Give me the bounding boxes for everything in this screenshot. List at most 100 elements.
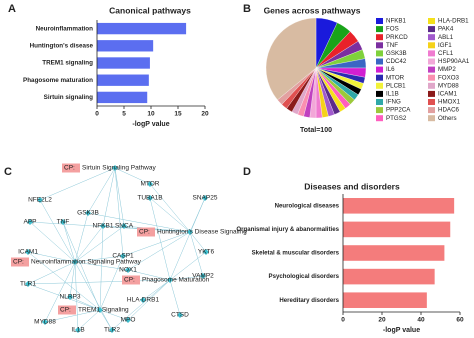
legend-label: IGF1	[438, 42, 452, 49]
network-edge	[29, 221, 191, 233]
node-label: CTSD	[171, 312, 189, 319]
node-marker	[37, 197, 43, 203]
legend-swatch	[376, 58, 383, 65]
cp-box	[62, 163, 80, 173]
network-edge	[87, 167, 116, 214]
legend-swatch	[428, 107, 435, 114]
legend-swatch	[428, 99, 435, 105]
network-edge	[99, 225, 104, 311]
x-tick-label: 20	[201, 111, 209, 118]
node-marker	[167, 277, 173, 283]
network-edge	[87, 212, 191, 233]
network-edge	[127, 279, 171, 321]
node-label: TREM1 Signaling	[78, 307, 129, 314]
x-tick-label: 0	[341, 317, 345, 324]
bar	[97, 22, 187, 35]
node-marker	[177, 312, 183, 318]
legend-label: CFL1	[438, 50, 454, 57]
bar	[343, 292, 427, 308]
bar	[97, 74, 149, 86]
network-edge	[74, 261, 113, 331]
node-marker	[60, 219, 66, 225]
node-label: Huntington's Disease Signaling	[157, 229, 247, 236]
legend-label: FOXO3	[438, 74, 460, 81]
x-tick-label: 15	[174, 111, 182, 118]
node-label: NFKB1	[93, 223, 114, 230]
node-label: CASP1	[112, 253, 134, 260]
node-marker	[202, 195, 208, 201]
legend-swatch	[376, 26, 383, 33]
legend-label: IL6	[386, 66, 395, 73]
network-edge	[69, 261, 76, 298]
network-edge	[111, 279, 171, 331]
chart-title: Diseases and disorders	[304, 181, 400, 191]
node-label: IL1B	[71, 327, 84, 334]
node-marker	[112, 165, 118, 171]
total-label: Total=100	[300, 127, 332, 134]
network-edge	[114, 167, 124, 257]
network-edge	[69, 296, 101, 311]
node-label: SNCA	[115, 223, 134, 230]
chart-title: Genes across pathways	[264, 5, 361, 15]
network-edge	[74, 225, 104, 263]
legend-label: PAK4	[438, 26, 454, 33]
legend-label: Others	[438, 115, 457, 122]
node-label: YKT6	[198, 249, 215, 256]
node-label: VAMP2	[192, 273, 214, 280]
legend-swatch	[376, 18, 383, 24]
network-edge	[142, 279, 171, 301]
network-edge	[102, 167, 116, 227]
network-edge	[27, 251, 76, 263]
network-edge	[39, 199, 76, 263]
x-tick-label: 0	[95, 111, 99, 118]
node-label: ICAM1	[18, 249, 38, 256]
legend-swatch	[428, 74, 435, 81]
node-marker	[140, 297, 146, 303]
legend-label: CDC42	[386, 58, 407, 65]
pie-slice	[265, 17, 317, 101]
legend-swatch	[376, 99, 383, 105]
node-label: NOX1	[119, 267, 137, 274]
network-edge	[27, 261, 76, 285]
node-marker	[42, 319, 48, 325]
node-marker	[100, 223, 106, 229]
network-edge	[189, 231, 207, 253]
panel-letter: A	[8, 3, 16, 15]
network-edge	[44, 309, 101, 323]
legend-label: NFKB1	[386, 18, 407, 25]
panel-letter: B	[243, 3, 251, 15]
legend-label: HSP90AA1	[438, 58, 470, 65]
network-edge	[62, 221, 76, 263]
cp-box	[58, 305, 76, 315]
node-marker	[67, 294, 73, 300]
node-label: TLR2	[104, 327, 120, 334]
network-edge	[149, 197, 171, 281]
cp-box	[122, 275, 140, 285]
network-edge	[74, 225, 125, 263]
legend-swatch	[376, 90, 383, 97]
node-label: SNAP25	[193, 195, 218, 202]
node-marker	[200, 273, 206, 279]
legend-swatch	[428, 34, 435, 41]
network-edge	[169, 275, 204, 281]
y-tick-label: Huntington's disease	[30, 42, 94, 49]
node-label: TLR1	[20, 281, 36, 288]
network-edge	[99, 309, 113, 331]
node-marker	[203, 249, 209, 255]
bar	[343, 268, 435, 285]
network-edge	[169, 251, 207, 281]
legend-swatch	[428, 115, 435, 122]
legend-label: IFNG	[386, 99, 401, 106]
network-edge	[44, 261, 76, 323]
bar	[97, 40, 154, 52]
y-tick-label: Psychological disorders	[269, 273, 340, 280]
legend-swatch	[376, 107, 383, 114]
network-edge	[27, 279, 171, 285]
network-edge	[39, 167, 116, 201]
legend-label: GSK3B	[386, 50, 407, 57]
cp-prefix: CP:	[139, 229, 150, 236]
network-edge	[127, 269, 171, 281]
y-tick-label: Hereditary disorders	[279, 297, 339, 304]
legend-swatch	[376, 66, 383, 73]
